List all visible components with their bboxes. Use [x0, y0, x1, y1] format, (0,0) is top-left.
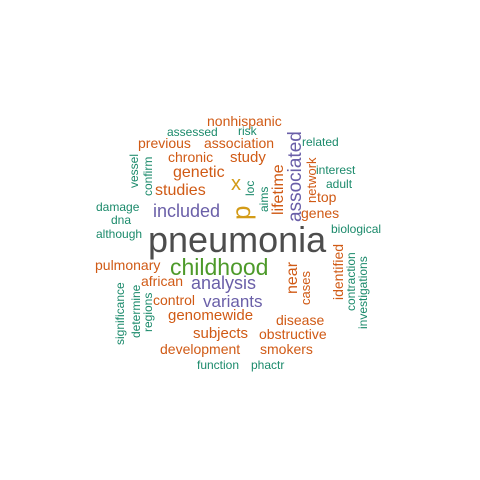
word-variants: variants — [203, 292, 263, 311]
word-african: african — [141, 273, 183, 289]
word-p: p — [226, 206, 256, 220]
word-risk: risk — [238, 124, 258, 138]
word-function: function — [197, 358, 239, 372]
word-loc: loc — [243, 181, 257, 196]
word-development: development — [160, 341, 240, 357]
word-top: top — [317, 189, 337, 205]
word-although: although — [96, 227, 142, 241]
word-previous: previous — [138, 135, 191, 151]
word-regions: regions — [141, 293, 155, 332]
word-related: related — [302, 135, 339, 149]
word-dna: dna — [111, 213, 131, 227]
word-significance: significance — [113, 282, 127, 345]
word-confirm: confirm — [141, 157, 155, 196]
word-genomewide: genomewide — [168, 307, 253, 324]
word-damage: damage — [96, 200, 140, 214]
word-studies: studies — [155, 182, 206, 199]
word-cases: cases — [298, 271, 313, 305]
word-smokers: smokers — [260, 341, 313, 357]
word-associated: associated — [285, 131, 306, 222]
word-included: included — [153, 201, 220, 221]
word-vessel: vessel — [127, 154, 141, 188]
word-adult: adult — [326, 177, 353, 191]
word-biological: biological — [331, 222, 381, 236]
word-x: x — [231, 173, 241, 195]
word-obstructive: obstructive — [259, 326, 327, 342]
word-pulmonary: pulmonary — [95, 257, 160, 273]
word-analysis: analysis — [191, 273, 256, 293]
word-network: network — [304, 157, 319, 203]
word-determine: determine — [129, 284, 143, 338]
word-assessed: assessed — [167, 125, 218, 139]
word-association: association — [204, 135, 274, 151]
word-control: control — [153, 292, 195, 308]
word-interest: interest — [316, 163, 356, 177]
word-near: near — [284, 261, 301, 294]
word-nonhispanic: nonhispanic — [207, 113, 282, 129]
word-disease: disease — [276, 312, 324, 328]
word-lifetime: lifetime — [270, 164, 287, 215]
word-identified: identified — [330, 244, 346, 300]
word-contraction: contraction — [344, 252, 358, 311]
word-aims: aims — [257, 187, 271, 212]
word-pneumonia: pneumonia — [148, 219, 327, 260]
word-subjects: subjects — [193, 325, 248, 342]
word-genes: genes — [301, 205, 339, 221]
word-childhood: childhood — [170, 254, 268, 280]
word-study: study — [230, 149, 266, 166]
word-investigations: investigations — [356, 256, 370, 329]
word-phactr: phactr — [251, 358, 284, 372]
word-genetic: genetic — [173, 164, 225, 181]
word-chronic: chronic — [168, 149, 213, 165]
